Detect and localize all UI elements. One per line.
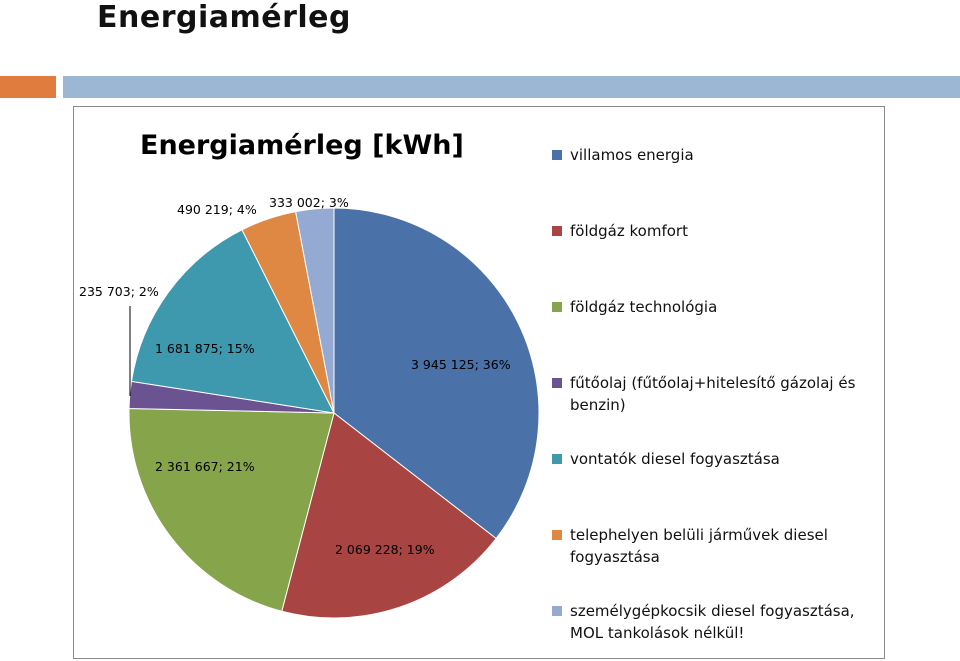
slice-data-label: 3 945 125; 36%: [411, 357, 511, 372]
legend-label: földgáz komfort: [570, 222, 688, 240]
legend-label: villamos energia: [570, 146, 694, 164]
accent-bar-orange: [0, 76, 56, 98]
legend-item: vontatók diesel fogyasztása: [552, 448, 882, 470]
legend-label: telephelyen belüli járművek diesel fogya…: [570, 526, 828, 566]
legend-label: vontatók diesel fogyasztása: [570, 450, 780, 468]
legend-item: földgáz technológia: [552, 296, 882, 318]
legend-swatch: [552, 606, 562, 616]
slice-data-label: 2 069 228; 19%: [335, 542, 435, 557]
pie-slice: [295, 207, 335, 414]
legend-swatch: [552, 302, 562, 312]
legend-label: földgáz technológia: [570, 298, 718, 316]
legend-item: fűtőolaj (fűtőolaj+hitelesítő gázolaj és…: [552, 372, 882, 416]
legend-swatch: [552, 454, 562, 464]
slice-data-label: 333 002; 3%: [269, 195, 349, 210]
legend-item: telephelyen belüli járművek diesel fogya…: [552, 524, 882, 568]
legend-label: személygépkocsik diesel fogyasztása, MOL…: [570, 602, 855, 642]
legend-swatch: [552, 226, 562, 236]
accent-bar-blue: [63, 76, 960, 98]
slice-data-label: 1 681 875; 15%: [155, 341, 255, 356]
legend-label: fűtőolaj (fűtőolaj+hitelesítő gázolaj és…: [570, 374, 856, 414]
pie-slice: [281, 412, 497, 619]
pie-slice: [333, 207, 540, 540]
legend-item: földgáz komfort: [552, 220, 882, 242]
legend-swatch: [552, 530, 562, 540]
legend-item: személygépkocsik diesel fogyasztása, MOL…: [552, 600, 882, 644]
chart-title: Energiamérleg [kWh]: [140, 130, 464, 161]
legend-swatch: [552, 378, 562, 388]
pie-slice: [130, 229, 335, 414]
slice-data-label: 490 219; 4%: [177, 202, 257, 217]
slice-data-label: 2 361 667; 21%: [155, 459, 255, 474]
slice-data-label: 235 703; 2%: [79, 284, 159, 299]
pie-slice: [128, 408, 335, 612]
legend-item: villamos energia: [552, 144, 882, 166]
legend-swatch: [552, 150, 562, 160]
slide-title: Energiamérleg: [97, 0, 351, 35]
